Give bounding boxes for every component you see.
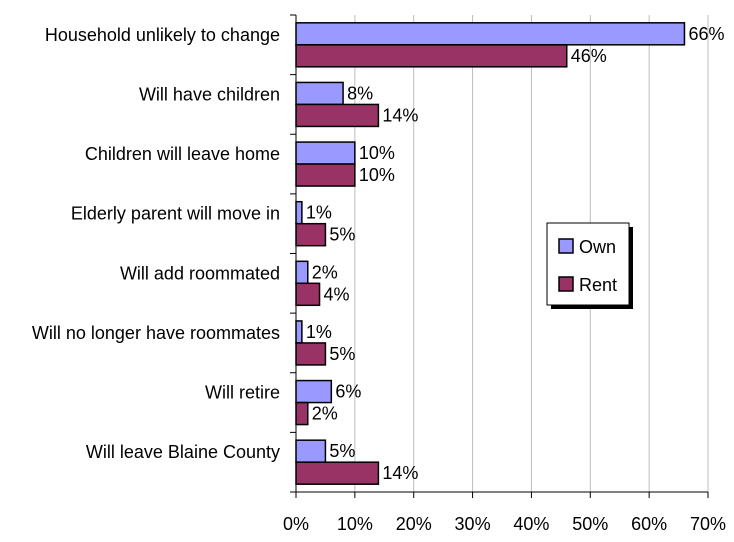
legend-label-rent: Rent bbox=[579, 275, 617, 295]
bar-own bbox=[295, 379, 333, 404]
legend-swatch-rent bbox=[558, 276, 574, 292]
data-label: 2% bbox=[312, 262, 338, 282]
category-labels: Household unlikely to change Will have ch… bbox=[32, 25, 280, 462]
data-label: 10% bbox=[359, 143, 395, 163]
legend: Own Rent bbox=[546, 222, 633, 309]
x-tick-label: 40% bbox=[513, 514, 549, 534]
x-tick-label: 0% bbox=[283, 514, 309, 534]
x-tick-label: 60% bbox=[631, 514, 667, 534]
bar-rent bbox=[295, 461, 380, 485]
x-tick-label: 50% bbox=[572, 514, 608, 534]
bars bbox=[295, 22, 686, 485]
axes bbox=[290, 14, 709, 498]
category-label: Will have children bbox=[139, 84, 280, 104]
x-tick-label: 70% bbox=[690, 514, 726, 534]
bar-own bbox=[295, 439, 327, 463]
data-label: 2% bbox=[312, 404, 338, 424]
category-label: Will no longer have roommates bbox=[32, 323, 280, 343]
data-label: 8% bbox=[347, 83, 373, 103]
data-label: 4% bbox=[324, 284, 350, 304]
data-label: 14% bbox=[382, 463, 418, 483]
category-label: Household unlikely to change bbox=[45, 25, 280, 45]
category-label: Elderly parent will move in bbox=[71, 204, 280, 224]
bar-rent bbox=[295, 342, 327, 366]
tick-labels: 0% 10% 20% 30% 40% 50% 60% 70% bbox=[283, 514, 726, 534]
bar-own bbox=[295, 81, 344, 106]
legend-swatch-own bbox=[558, 238, 574, 254]
bar-own bbox=[295, 141, 356, 165]
data-label: 14% bbox=[382, 105, 418, 125]
bar-rent bbox=[295, 163, 356, 187]
x-tick-label: 20% bbox=[396, 514, 432, 534]
bar-rent bbox=[295, 401, 309, 426]
data-label: 5% bbox=[329, 225, 355, 245]
data-label: 1% bbox=[306, 322, 332, 342]
category-label: Will add roommated bbox=[120, 263, 280, 283]
category-label: Children will leave home bbox=[85, 144, 280, 164]
data-label: 6% bbox=[335, 382, 361, 402]
x-tick-label: 30% bbox=[455, 514, 491, 534]
data-labels: 66%46%8%14%10%10%1%5%2%4%1%5%6%2%5%14% bbox=[306, 24, 725, 483]
data-label: 66% bbox=[688, 24, 724, 44]
x-tick-label: 10% bbox=[337, 514, 373, 534]
bar-rent bbox=[295, 282, 321, 307]
bar-own bbox=[295, 260, 309, 285]
bar-rent bbox=[295, 222, 327, 247]
data-label: 46% bbox=[571, 46, 607, 66]
data-label: 10% bbox=[359, 165, 395, 185]
bar-own bbox=[295, 22, 686, 46]
bar-rent bbox=[295, 103, 380, 128]
data-label: 1% bbox=[306, 203, 332, 223]
data-label: 5% bbox=[329, 441, 355, 461]
bar-own bbox=[295, 320, 303, 344]
bar-own bbox=[295, 200, 303, 225]
category-label: Will leave Blaine County bbox=[86, 442, 280, 462]
data-label: 5% bbox=[329, 344, 355, 364]
category-label: Will retire bbox=[205, 383, 280, 403]
gridlines bbox=[354, 15, 709, 492]
bar-rent bbox=[295, 44, 568, 68]
legend-label-own: Own bbox=[579, 237, 616, 257]
